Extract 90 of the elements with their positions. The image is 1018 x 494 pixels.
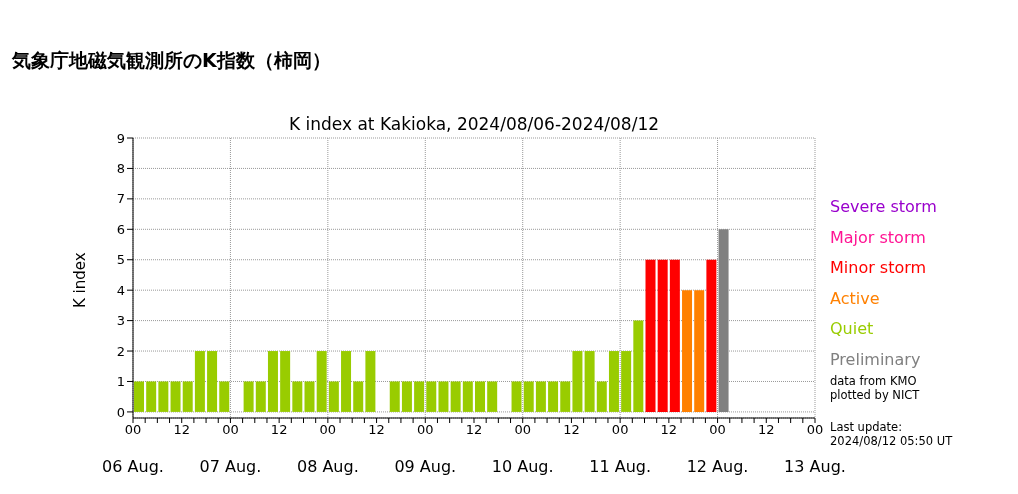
chart-subtitle: K index at Kakioka, 2024/08/06-2024/08/12	[287, 114, 661, 134]
x-tick-label: 00	[611, 422, 629, 438]
bar	[682, 290, 693, 412]
x-tick-label: 00	[222, 422, 239, 438]
x-tick-label: 00	[124, 422, 142, 438]
y-tick-label: 2	[116, 343, 125, 359]
bar	[548, 381, 559, 412]
bar	[669, 259, 680, 412]
bar	[572, 351, 583, 412]
y-tick-label: 0	[116, 404, 125, 420]
text: Minor storm	[830, 257, 928, 280]
x-tick-label: 00	[709, 422, 726, 438]
bar	[511, 381, 522, 412]
text: data from KMO plotted by NICT	[830, 374, 920, 402]
chart-title: 気象庁地磁気観測所のK指数（柿岡）	[12, 48, 331, 73]
x-tick-label: 12	[368, 422, 385, 438]
x-tick-label: 12	[173, 422, 190, 438]
bar	[718, 229, 729, 412]
bar	[657, 259, 668, 412]
bar	[535, 381, 546, 412]
bar	[194, 351, 205, 412]
bar	[401, 381, 412, 412]
bar	[438, 381, 449, 412]
bar	[267, 351, 278, 412]
bar	[292, 381, 303, 412]
bar	[414, 381, 425, 412]
bar	[353, 381, 364, 412]
bar	[170, 381, 181, 412]
text: 09 Aug.	[393, 457, 458, 476]
y-tick-label: 4	[116, 282, 125, 298]
x-tick-label: 00	[417, 422, 434, 438]
bar	[207, 351, 218, 412]
y-tick-label: 7	[116, 191, 125, 207]
legend-label: Severe storm	[830, 196, 937, 218]
text: 11 Aug.	[588, 457, 653, 476]
bar	[365, 351, 376, 412]
text: 13 Aug.	[783, 457, 847, 476]
bar	[426, 381, 437, 412]
y-tick-label: 9	[116, 130, 125, 146]
text: 12 Aug.	[685, 457, 750, 476]
bar	[243, 381, 254, 412]
legend-label: Major storm	[830, 226, 927, 249]
bar	[328, 381, 339, 412]
bar	[280, 351, 291, 412]
bar	[255, 381, 266, 412]
x-tick-label: 12	[563, 422, 580, 438]
bar	[596, 381, 607, 412]
bar	[645, 259, 656, 412]
bar	[621, 351, 632, 412]
bar	[706, 259, 717, 412]
x-tick-label: 12	[270, 422, 288, 438]
x-tick-label: 00	[319, 422, 337, 438]
x-tick-label: 12	[758, 422, 775, 438]
bar	[219, 381, 230, 412]
bar	[182, 381, 193, 412]
bar	[158, 381, 169, 412]
bar	[389, 381, 400, 412]
text: Last update: 2024/08/12 05:50 UT	[830, 420, 953, 448]
bar	[450, 381, 461, 412]
text: Quiet	[830, 318, 875, 341]
y-tick-label: 1	[116, 374, 125, 390]
y-axis-title: K index	[71, 252, 90, 308]
bar	[134, 381, 144, 412]
x-tick-label: 12	[465, 422, 483, 438]
text: 07 Aug.	[198, 457, 263, 476]
x-tick-label: 12	[660, 422, 678, 438]
text: 10 Aug.	[490, 457, 555, 476]
bar	[694, 290, 705, 412]
bar	[633, 320, 644, 412]
text: 08 Aug.	[295, 457, 360, 476]
bar	[341, 351, 352, 412]
bar	[316, 351, 327, 412]
bar	[146, 381, 157, 412]
y-tick-label: 6	[116, 221, 125, 237]
bar	[584, 351, 595, 412]
x-tick-label: 00	[806, 422, 824, 438]
text: 06 Aug.	[101, 457, 165, 476]
x-tick-label: 00	[514, 422, 531, 438]
bar	[560, 381, 571, 412]
bar	[523, 381, 534, 412]
bar	[487, 381, 498, 412]
y-tick-label: 8	[116, 161, 125, 177]
bar	[304, 381, 315, 412]
y-tick-label: 5	[116, 252, 125, 268]
bar	[462, 381, 473, 412]
text: Active	[830, 287, 881, 310]
y-tick-label: 3	[116, 313, 125, 329]
text: Preliminary	[830, 348, 922, 371]
bar	[608, 351, 619, 412]
bar	[475, 381, 485, 412]
